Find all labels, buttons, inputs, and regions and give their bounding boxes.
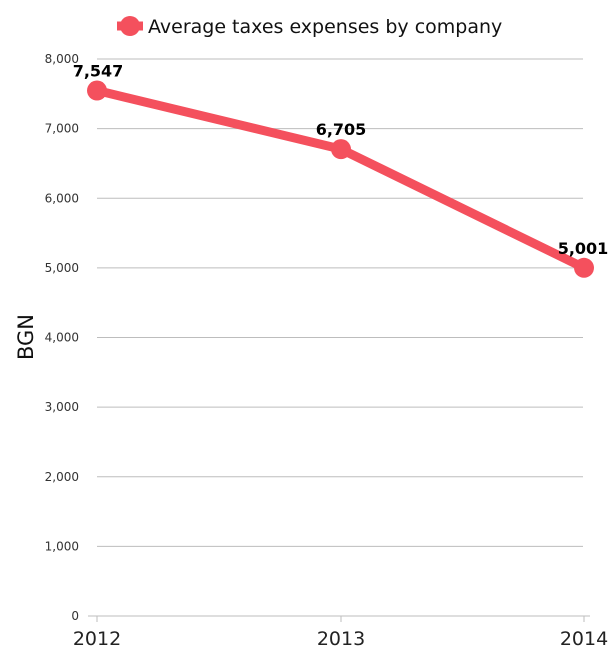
y-tick-label: 0 (71, 609, 79, 623)
y-tick-label: 7,000 (45, 122, 79, 136)
data-label: 6,705 (316, 120, 367, 139)
data-labels: 7,547 6,705 5,001 (73, 62, 609, 258)
y-tick-label: 5,000 (45, 261, 79, 275)
legend-label: Average taxes expenses by company (148, 16, 502, 38)
legend: Average taxes expenses by company (117, 16, 502, 38)
y-tick-label: 4,000 (45, 331, 79, 345)
x-tick-label: 2012 (73, 628, 121, 650)
x-tick-label: 2014 (560, 628, 608, 650)
y-tick-label: 8,000 (45, 52, 79, 66)
y-axis-ticks: 0 1,000 2,000 3,000 4,000 5,000 6,000 7,000 8,00… (45, 52, 79, 623)
data-point (331, 139, 351, 160)
y-tick-label: 6,000 (45, 191, 79, 205)
series (87, 80, 594, 278)
x-axis-ticks: 2012 2013 2014 (73, 628, 608, 650)
x-axis (88, 615, 590, 622)
data-point (87, 80, 107, 101)
x-tick-label: 2013 (317, 628, 365, 650)
gridlines (97, 58, 583, 547)
series-line (92, 86, 589, 273)
data-point (574, 257, 594, 278)
legend-dot-marker (120, 16, 140, 36)
y-tick-label: 3,000 (45, 400, 79, 414)
data-label: 5,001 (558, 239, 609, 258)
y-axis-title: BGN (14, 314, 38, 360)
y-tick-label: 2,000 (45, 470, 79, 484)
y-tick-label: 1,000 (45, 539, 79, 553)
data-label: 7,547 (73, 62, 124, 81)
